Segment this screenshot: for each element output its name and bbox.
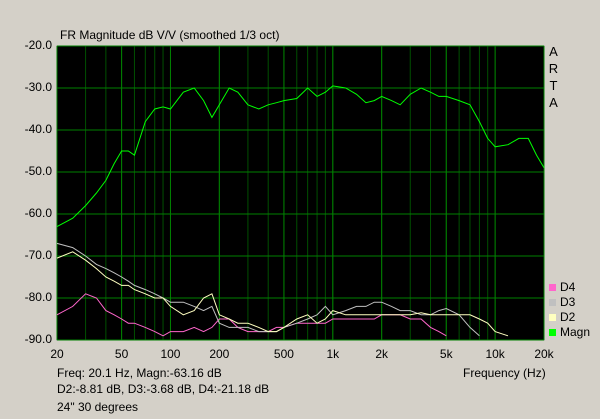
side-label: ARTA <box>546 44 561 112</box>
x-tick-label: 5k <box>440 347 454 361</box>
legend-label: D4 <box>560 280 576 294</box>
series-line <box>56 251 509 337</box>
legend-label: D2 <box>560 310 576 324</box>
x-tick-label: 50 <box>115 347 129 361</box>
series-line <box>56 85 545 228</box>
x-tick-label: 20k <box>534 347 554 361</box>
y-tick-label: -80.0 <box>25 290 53 304</box>
legend-label: D3 <box>560 295 576 309</box>
x-tick-label: 10k <box>485 347 505 361</box>
x-axis-label: Frequency (Hz) <box>463 366 546 380</box>
legend-swatch <box>549 284 556 291</box>
x-tick-label: 100 <box>160 347 180 361</box>
y-tick-label: -30.0 <box>25 80 53 94</box>
x-tick-label: 500 <box>274 347 294 361</box>
y-tick-label: -20.0 <box>25 38 53 52</box>
x-tick-label: 1k <box>326 347 340 361</box>
legend-label: Magn <box>560 325 590 339</box>
y-tick-label: -70.0 <box>25 248 53 262</box>
annotation: D2:-8.81 dB, D3:-3.68 dB, D4:-21.18 dB <box>57 382 269 396</box>
x-tick-label: 2k <box>375 347 389 361</box>
plot-area <box>56 45 545 341</box>
y-tick-label: -60.0 <box>25 206 53 220</box>
x-tick-label: 200 <box>209 347 229 361</box>
legend-swatch <box>549 299 556 306</box>
chart-title: FR Magnitude dB V/V (smoothed 1/3 oct) <box>60 28 279 42</box>
legend-swatch <box>549 329 556 336</box>
y-tick-label: -90.0 <box>25 332 53 346</box>
annotation: Freq: 20.1 Hz, Magn:-63.16 dB <box>57 366 222 380</box>
legend-swatch <box>549 314 556 321</box>
y-tick-label: -40.0 <box>25 122 53 136</box>
x-tick-label: 20 <box>50 347 64 361</box>
y-tick-label: -50.0 <box>25 164 53 178</box>
annotation: 24" 30 degrees <box>57 400 138 414</box>
